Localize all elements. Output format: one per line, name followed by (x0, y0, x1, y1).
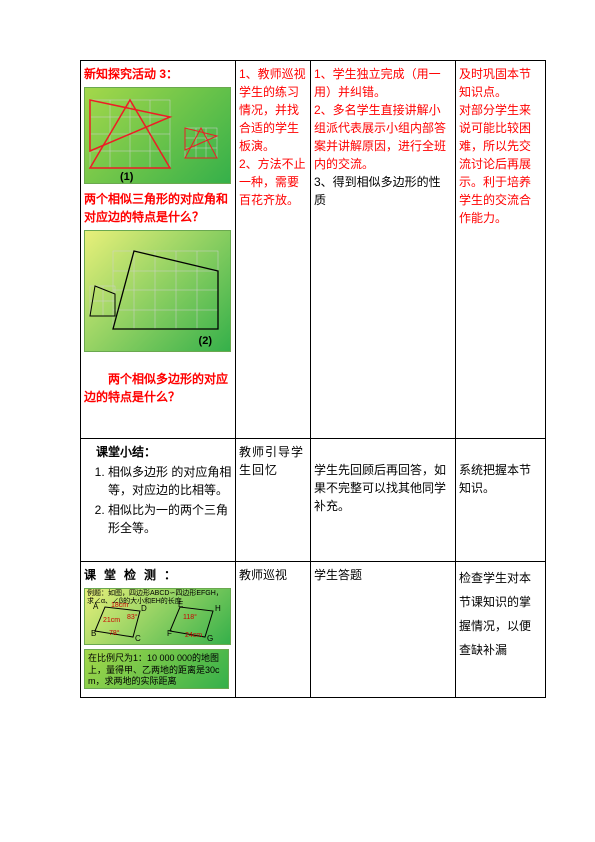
svg-text:H: H (215, 604, 221, 613)
test-title: 课堂检测： (84, 566, 232, 584)
s-text: 学生先回顾后再回答，如果不完整可以找其他同学补充。 (314, 463, 446, 513)
figure-1: (1) (84, 87, 231, 184)
svg-text:B: B (91, 629, 96, 638)
svg-text:G: G (207, 634, 213, 643)
cell-student: 学生答题 (311, 562, 456, 698)
cell-test: 课堂检测： 例题：如图，四边形ABCD∽四边形EFGH，求∠α、∠β的大小和EH… (81, 562, 236, 698)
svg-text:18cm: 18cm (111, 602, 128, 609)
svg-text:118°: 118° (183, 613, 197, 621)
cell-teacher: 教师引导学生回忆 (236, 439, 311, 562)
activity-title: 新知探究活动 3： (84, 65, 232, 83)
fig2-label: (2) (199, 333, 212, 350)
table-row: 新知探究活动 3： (1) 两个相似三角形的对应角和对应边的特点是什么？ (81, 61, 546, 439)
svg-text:78°: 78° (109, 629, 120, 637)
lesson-table: 新知探究活动 3： (1) 两个相似三角形的对应角和对应边的特点是什么？ (80, 60, 546, 698)
cell-teacher: 1、教师巡视学生的练习情况，并找合适的学生板演。 2、方法不止一种，需要百花齐放… (236, 61, 311, 439)
t-line2: 2、方法不止一种，需要百花齐放。 (239, 157, 306, 207)
svg-text:C: C (135, 634, 141, 643)
cell-teacher: 教师巡视 (236, 562, 311, 698)
table-row: 课堂检测： 例题：如图，四边形ABCD∽四边形EFGH，求∠α、∠β的大小和EH… (81, 562, 546, 698)
summary-item: 相似多边形 的对应角相等，对应边的比相等。 (108, 463, 232, 499)
s-line3: 3、得到相似多边形的性质 (314, 175, 441, 207)
scale-text: 在比例尺为1：10 000 000的地图上，量得甲、乙两地的距离是30cm，求两… (88, 653, 220, 686)
svg-text:E: E (178, 600, 183, 609)
cell-activity: 新知探究活动 3： (1) 两个相似三角形的对应角和对应边的特点是什么？ (81, 61, 236, 439)
cell-summary: 课堂小结： 相似多边形 的对应角相等，对应边的比相等。 相似比为一的两个三角形全… (81, 439, 236, 562)
question-1: 两个相似三角形的对应角和对应边的特点是什么？ (84, 190, 232, 226)
t-line1: 1、教师巡视学生的练习情况，并找合适的学生板演。 (239, 67, 306, 153)
cell-intent: 及时巩固本节知识点。 对部分学生来说可能比较困难，所以先交流讨论后再展示。利于培… (456, 61, 546, 439)
svg-text:24cm: 24cm (185, 632, 202, 639)
figure-2: (2) (84, 230, 231, 352)
svg-text:21cm: 21cm (103, 617, 120, 624)
summary-title: 课堂小结： (84, 443, 232, 461)
figure-quad: 例题：如图，四边形ABCD∽四边形EFGH，求∠α、∠β的大小和EH的长度 AB… (84, 588, 231, 645)
cell-intent: 检查学生对本节课知识的掌握情况，以便查缺补漏 (456, 562, 546, 698)
figure-scale: 在比例尺为1：10 000 000的地图上，量得甲、乙两地的距离是30cm，求两… (84, 649, 229, 689)
question-2: 两个相似多边形的对应边的特点是什么？ (84, 370, 232, 406)
s-line1: 1、学生独立完成（用一用）并纠错。 (314, 67, 441, 99)
svg-text:D: D (141, 604, 147, 613)
fig1-label: (1) (120, 169, 133, 186)
i-text: 系统把握本节知识。 (459, 463, 531, 495)
table-row: 课堂小结： 相似多边形 的对应角相等，对应边的比相等。 相似比为一的两个三角形全… (81, 439, 546, 562)
svg-text:83°: 83° (127, 613, 138, 621)
s-line2: 2、多名学生直接讲解小组派代表展示小组内部答案并讲解原因，进行全班内的交流。 (314, 103, 446, 171)
svg-text:A: A (93, 602, 99, 611)
cell-intent: 系统把握本节知识。 (456, 439, 546, 562)
page: 新知探究活动 3： (1) 两个相似三角形的对应角和对应边的特点是什么？ (0, 0, 595, 842)
svg-text:F: F (167, 629, 172, 638)
summary-item: 相似比为一的两个三角形全等。 (108, 501, 232, 537)
intent-text: 及时巩固本节知识点。 对部分学生来说可能比较困难，所以先交流讨论后再展示。利于培… (459, 67, 531, 225)
cell-student: 学生先回顾后再回答，如果不完整可以找其他同学补充。 (311, 439, 456, 562)
cell-student: 1、学生独立完成（用一用）并纠错。 2、多名学生直接讲解小组派代表展示小组内部答… (311, 61, 456, 439)
